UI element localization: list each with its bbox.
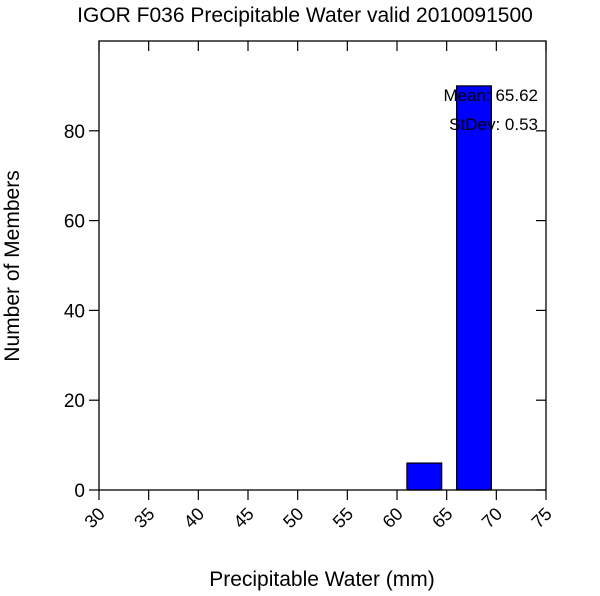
bars-group [406,85,492,491]
x-tick-label: 40 [180,504,208,532]
plot-frame [98,40,547,491]
y-tick-label: 60 [64,212,85,233]
x-tick-label: 30 [81,504,109,532]
y-tick-label: 0 [74,481,85,502]
x-tick-label: 35 [130,504,158,532]
x-tick-label: 60 [379,504,407,532]
chart-title: IGOR F036 Precipitable Water valid 20100… [77,4,533,27]
histogram-bar-1 [456,85,492,491]
x-tick-label: 65 [428,504,456,532]
y-tick-label: 20 [64,391,85,412]
y-tick-label: 80 [64,122,85,143]
y-axis-label: Number of Members [1,170,24,361]
mean-annotation: Mean: 65.62 [443,86,538,105]
stdev-annotation: StDev: 0.53 [449,115,538,134]
x-axis-label: Precipitable Water (mm) [209,568,435,591]
x-tick-label: 55 [329,504,357,532]
histogram-bar-0 [406,462,443,491]
y-tick-label: 40 [64,301,85,322]
x-tick-label: 50 [279,504,307,532]
x-tick-label: 70 [478,504,506,532]
x-tick-label: 75 [528,504,556,532]
x-tick-label: 45 [230,504,258,532]
